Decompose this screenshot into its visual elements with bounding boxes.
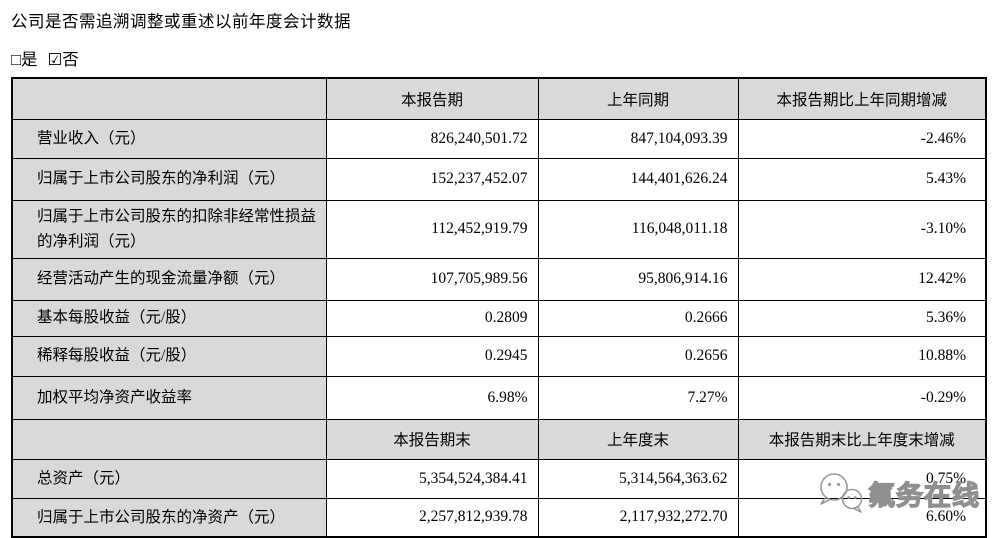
restatement-options: □是 ☑否: [11, 46, 89, 70]
current-value: 2,257,812,939.78: [325, 497, 539, 538]
change-value: -0.29%: [737, 375, 987, 420]
header-current-period-end: 本报告期末: [325, 418, 539, 460]
header-period-change: 本报告期比上年同期增减: [737, 77, 987, 120]
table-row-total-assets: 总资产（元） 5,354,524,384.41 5,314,564,363.62…: [11, 458, 987, 499]
header-prior-period: 上年同期: [537, 77, 739, 120]
change-value: -3.10%: [737, 199, 987, 259]
change-value: 12.42%: [737, 257, 987, 301]
change-value: 6.60%: [737, 497, 987, 538]
header-prior-year-end: 上年度末: [537, 418, 739, 460]
row-label: 基本每股收益（元/股）: [11, 299, 327, 337]
empty-header-cell: [11, 418, 327, 460]
change-value: 5.43%: [737, 157, 987, 201]
checkbox-no-option: ☑否: [47, 50, 79, 69]
current-value: 112,452,919.79: [325, 199, 539, 259]
current-value: 0.2945: [325, 335, 539, 377]
row-label: 营业收入（元）: [11, 118, 327, 159]
prior-value: 7.27%: [537, 375, 739, 420]
row-label: 归属于上市公司股东的扣除非经常性损益的净利润（元）: [11, 199, 327, 259]
table-header-row-period-end: 本报告期末 上年度末 本报告期末比上年度末增减: [11, 418, 987, 460]
table-header-row-period: 本报告期 上年同期 本报告期比上年同期增减: [11, 77, 987, 120]
row-label: 稀释每股收益（元/股）: [11, 335, 327, 377]
table-row-net-profit: 归属于上市公司股东的净利润（元） 152,237,452.07 144,401,…: [11, 157, 987, 201]
table-row-net-assets: 归属于上市公司股东的净资产（元） 2,257,812,939.78 2,117,…: [11, 497, 987, 538]
prior-value: 5,314,564,363.62: [537, 458, 739, 499]
header-current-period: 本报告期: [325, 77, 539, 120]
prior-value: 144,401,626.24: [537, 157, 739, 201]
empty-header-cell: [11, 77, 327, 120]
restatement-question: 公司是否需追溯调整或重述以前年度会计数据: [11, 12, 351, 31]
current-value: 826,240,501.72: [325, 118, 539, 159]
current-value: 107,705,989.56: [325, 257, 539, 301]
row-label: 总资产（元）: [11, 458, 327, 499]
checkbox-yes-option: □是: [11, 50, 38, 69]
table-row-revenue: 营业收入（元） 826,240,501.72 847,104,093.39 -2…: [11, 118, 987, 159]
prior-value: 116,048,011.18: [537, 199, 739, 259]
prior-value: 847,104,093.39: [537, 118, 739, 159]
row-label: 归属于上市公司股东的净资产（元）: [11, 497, 327, 538]
change-value: -2.46%: [737, 118, 987, 159]
prior-value: 2,117,932,272.70: [537, 497, 739, 538]
current-value: 0.2809: [325, 299, 539, 337]
row-label: 经营活动产生的现金流量净额（元）: [11, 257, 327, 301]
change-value: 0.75%: [737, 458, 987, 499]
current-value: 6.98%: [325, 375, 539, 420]
financial-summary-table: 本报告期 上年同期 本报告期比上年同期增减 营业收入（元） 826,240,50…: [11, 77, 987, 538]
change-value: 5.36%: [737, 299, 987, 337]
current-value: 152,237,452.07: [325, 157, 539, 201]
row-label: 加权平均净资产收益率: [11, 375, 327, 420]
table-row-operating-cash-flow: 经营活动产生的现金流量净额（元） 107,705,989.56 95,806,9…: [11, 257, 987, 301]
table-row-basic-eps: 基本每股收益（元/股） 0.2809 0.2666 5.36%: [11, 299, 987, 337]
table-row-weighted-roe: 加权平均净资产收益率 6.98% 7.27% -0.29%: [11, 375, 987, 420]
prior-value: 95,806,914.16: [537, 257, 739, 301]
table-row-deducted-net-profit: 归属于上市公司股东的扣除非经常性损益的净利润（元） 112,452,919.79…: [11, 199, 987, 259]
prior-value: 0.2656: [537, 335, 739, 377]
table-row-diluted-eps: 稀释每股收益（元/股） 0.2945 0.2656 10.88%: [11, 335, 987, 377]
row-label: 归属于上市公司股东的净利润（元）: [11, 157, 327, 201]
change-value: 10.88%: [737, 335, 987, 377]
prior-value: 0.2666: [537, 299, 739, 337]
current-value: 5,354,524,384.41: [325, 458, 539, 499]
header-period-end-change: 本报告期末比上年度末增减: [737, 418, 987, 460]
